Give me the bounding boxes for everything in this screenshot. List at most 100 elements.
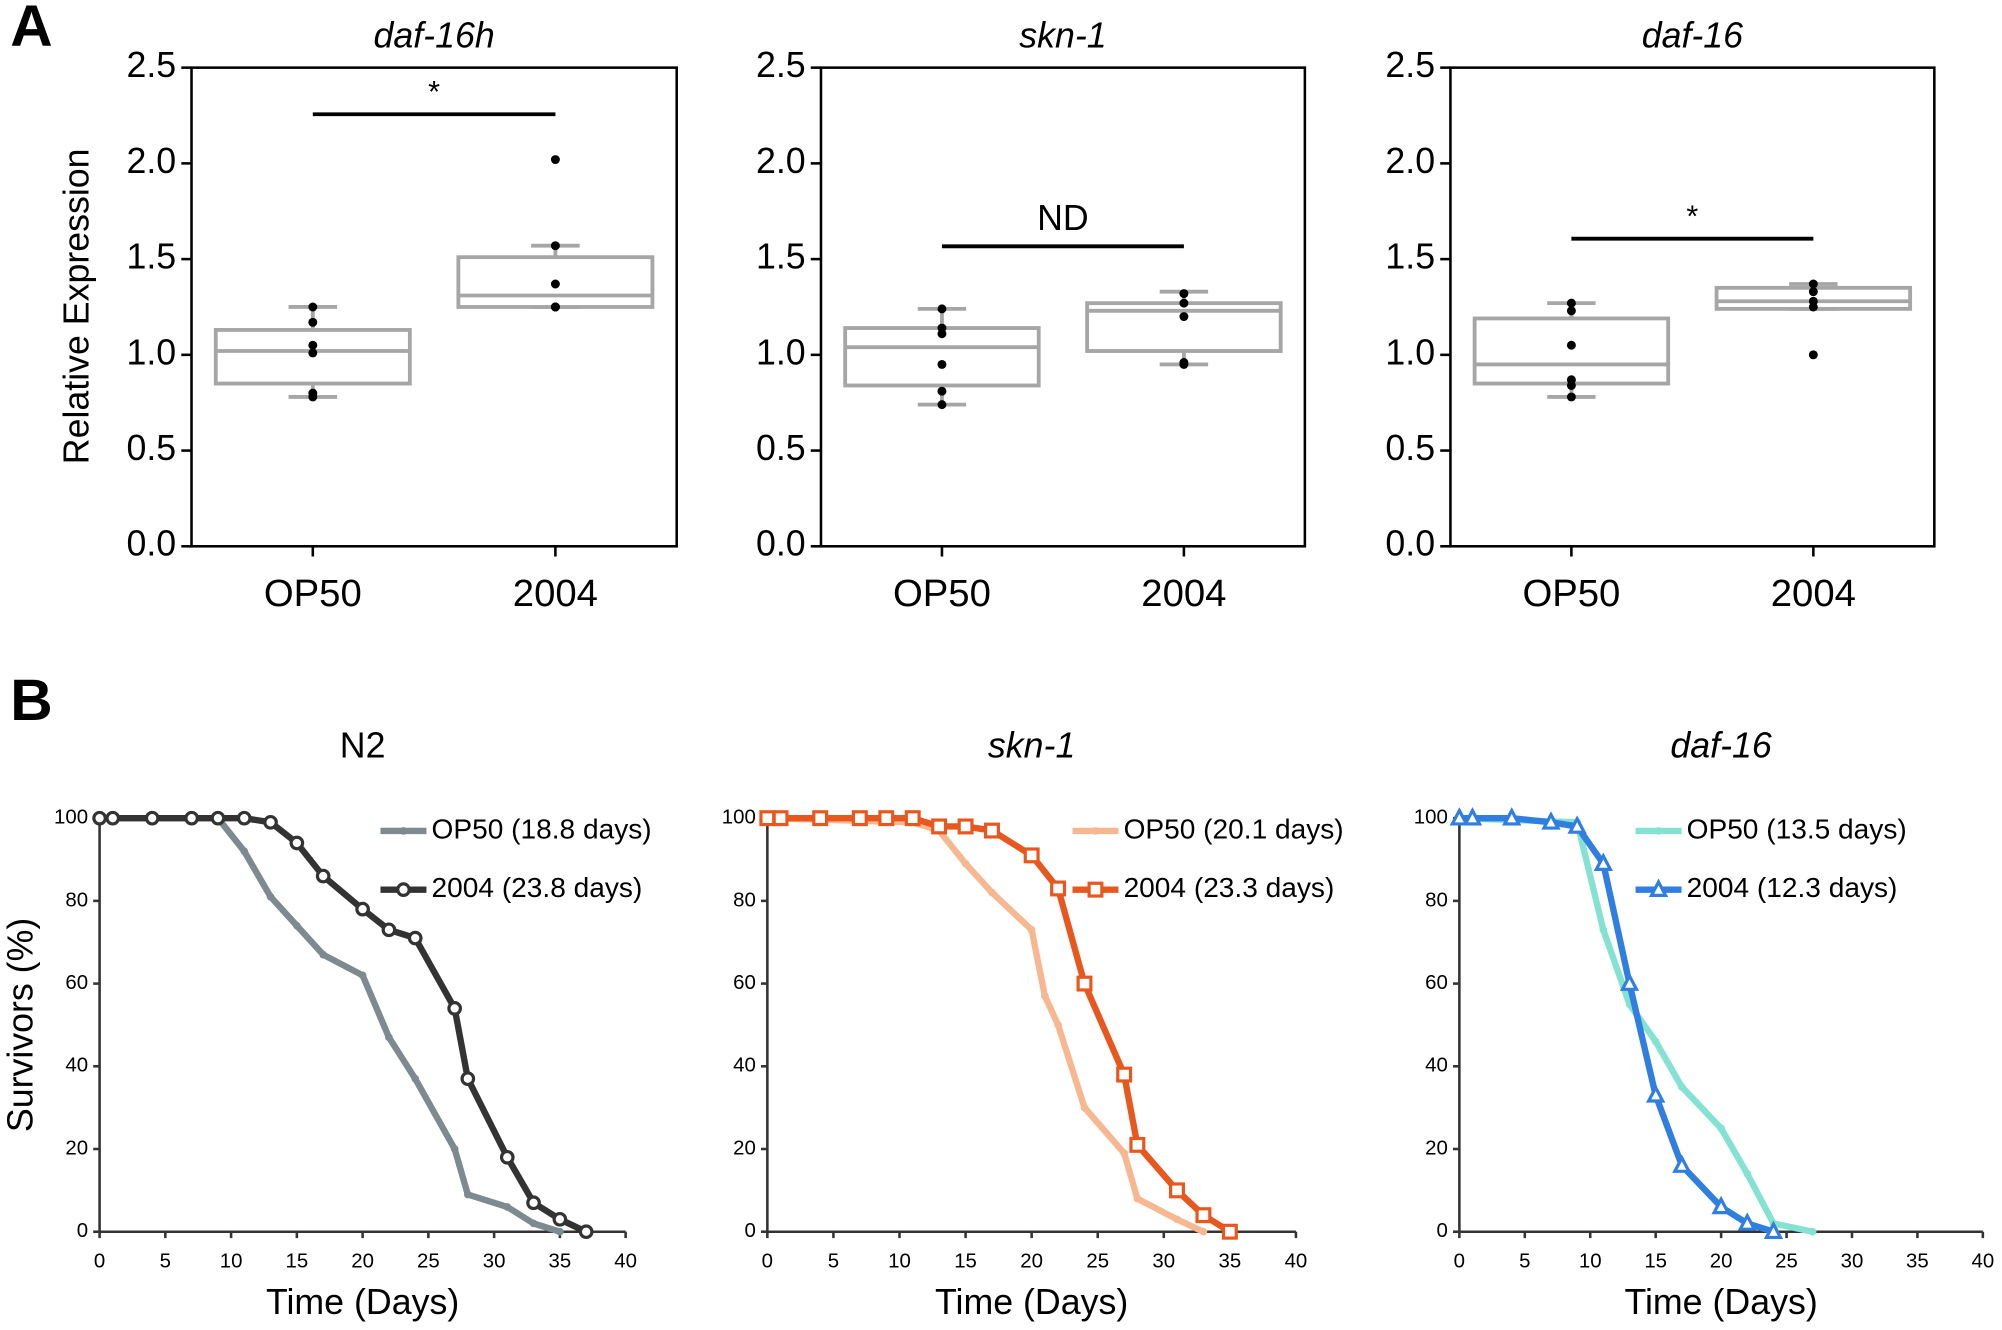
marker xyxy=(526,1195,541,1211)
x-tick-label: 25 xyxy=(417,1251,440,1273)
marker xyxy=(1221,1223,1238,1240)
marker xyxy=(1076,975,1093,992)
marker xyxy=(184,810,199,826)
y-tick-label: 2.0 xyxy=(756,141,806,181)
chart-title: N2 xyxy=(340,725,386,765)
marker xyxy=(957,818,974,835)
x-tick-label: 5 xyxy=(160,1251,171,1273)
marker xyxy=(1120,1149,1128,1157)
significance-label: * xyxy=(1686,199,1698,233)
marker xyxy=(851,810,868,827)
marker xyxy=(447,1001,463,1016)
marker xyxy=(1619,972,1640,991)
data-point xyxy=(937,386,947,396)
marker xyxy=(772,810,789,827)
plot-frame xyxy=(1449,66,1936,548)
marker xyxy=(984,822,1000,839)
y-tick-label: 0.0 xyxy=(756,524,806,564)
marker xyxy=(1023,847,1040,864)
marker xyxy=(1711,1195,1731,1215)
y-tick-label: 2.0 xyxy=(127,141,177,181)
y-tick-label: 0 xyxy=(744,1220,755,1242)
marker xyxy=(1027,925,1036,934)
marker xyxy=(1080,1103,1089,1112)
series-line xyxy=(99,814,561,1235)
marker xyxy=(1199,1227,1208,1236)
marker xyxy=(381,922,397,938)
chart-title: daf-16 xyxy=(1670,725,1771,765)
x-tick-label: 10 xyxy=(1579,1251,1602,1273)
marker xyxy=(1541,811,1561,830)
x-tick-label: 15 xyxy=(285,1251,308,1273)
y-tick-label: 20 xyxy=(65,1137,88,1159)
y-tick-label: 80 xyxy=(1425,889,1448,911)
marker xyxy=(460,1071,476,1087)
x-tick-label: 2004 xyxy=(1771,572,1856,615)
x-axis-label: Time (Days) xyxy=(1624,1282,1817,1322)
y-tick-label: 60 xyxy=(65,972,88,994)
box xyxy=(1472,316,1671,386)
x-tick-label: 25 xyxy=(1086,1251,1109,1273)
chart-title: skn-1 xyxy=(988,725,1075,765)
marker xyxy=(904,810,921,827)
series-line xyxy=(1459,814,1814,1235)
y-tick-label: 0.5 xyxy=(127,428,177,468)
marker xyxy=(503,1203,512,1211)
legend-marker xyxy=(1654,827,1663,835)
marker xyxy=(1195,1207,1212,1224)
marker xyxy=(499,1149,515,1165)
data-point xyxy=(1566,392,1576,402)
marker xyxy=(1808,1227,1817,1236)
x-tick-label: 20 xyxy=(1710,1251,1733,1273)
data-point xyxy=(937,329,947,339)
y-tick-label: 100 xyxy=(54,807,88,829)
data-point xyxy=(308,317,318,327)
legend-marker xyxy=(1091,827,1100,835)
marker xyxy=(1169,1182,1185,1199)
y-tick-label: 0.0 xyxy=(1385,524,1435,564)
marker xyxy=(263,814,278,830)
y-tick-label: 2.5 xyxy=(1385,45,1435,85)
marker xyxy=(812,810,829,827)
marker xyxy=(1462,807,1483,826)
x-tick-label: 40 xyxy=(1971,1251,1994,1273)
marker xyxy=(931,818,948,835)
marker xyxy=(1678,1083,1686,1091)
data-point xyxy=(1808,279,1818,289)
legend-marker xyxy=(1648,878,1669,897)
panel-label: A xyxy=(10,0,52,59)
y-tick-label: 0 xyxy=(77,1220,88,1242)
x-tick-label: 2004 xyxy=(1141,572,1226,615)
marker xyxy=(556,1227,564,1236)
marker xyxy=(1672,1154,1692,1173)
x-tick-label: 35 xyxy=(549,1251,572,1273)
chart-title: daf-16h xyxy=(373,16,494,56)
y-tick-label: 1.0 xyxy=(756,332,806,372)
marker xyxy=(210,810,226,826)
data-point xyxy=(1179,289,1189,299)
y-tick-label: 0.0 xyxy=(127,524,177,564)
significance-label: * xyxy=(428,75,440,109)
marker xyxy=(450,1145,459,1153)
data-point xyxy=(1179,298,1189,308)
marker xyxy=(1567,815,1587,834)
x-tick-label: 2004 xyxy=(513,572,598,615)
y-tick-label: 1.0 xyxy=(1385,332,1435,372)
marker xyxy=(1116,1066,1133,1083)
marker xyxy=(411,1074,420,1083)
marker xyxy=(1502,807,1522,826)
marker xyxy=(1050,880,1067,897)
y-tick-label: 60 xyxy=(1425,972,1448,994)
y-tick-label: 40 xyxy=(65,1055,88,1077)
marker xyxy=(1717,1124,1725,1133)
data-point xyxy=(1566,298,1576,308)
x-tick-label: 20 xyxy=(351,1251,374,1273)
y-axis-label: Relative Expression xyxy=(57,148,97,464)
x-tick-label: 10 xyxy=(888,1251,911,1273)
legend-marker xyxy=(399,827,408,835)
y-tick-label: 1.5 xyxy=(1385,237,1435,277)
data-point xyxy=(1808,350,1818,360)
marker xyxy=(236,810,252,826)
marker xyxy=(1449,807,1470,826)
x-tick-label: 25 xyxy=(1775,1251,1798,1273)
